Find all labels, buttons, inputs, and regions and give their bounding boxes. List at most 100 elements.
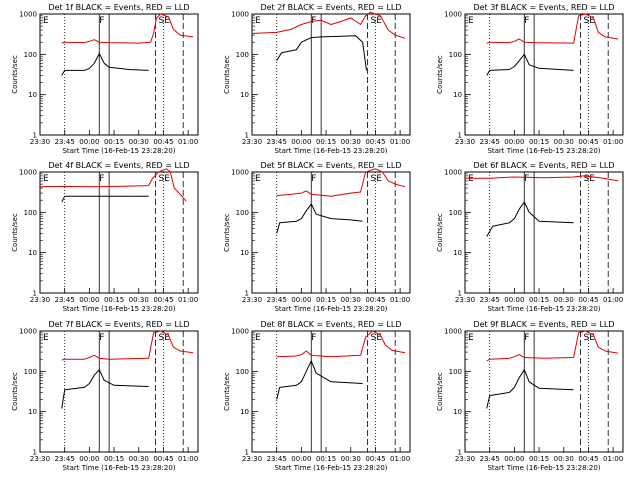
y-tick-label: 1000: [19, 169, 37, 177]
x-tick-label: 00:45: [153, 296, 173, 304]
y-tick-label: 1: [33, 449, 37, 457]
x-tick-label: 00:00: [291, 138, 311, 146]
event-label: F: [311, 174, 316, 184]
y-tick-label: 100: [449, 209, 462, 217]
lld-series-line: [61, 330, 194, 361]
plot-frame: [251, 171, 411, 294]
x-tick-label: 00:15: [104, 296, 124, 304]
x-tick-label: 23:45: [267, 455, 287, 463]
event-label: E: [43, 333, 49, 343]
y-tick-label: 100: [24, 51, 37, 59]
x-tick-label: 23:30: [242, 455, 262, 463]
x-tick-label: 01:00: [603, 455, 623, 463]
x-tick-label: 01:00: [603, 296, 623, 304]
x-tick-label: 00:00: [504, 455, 524, 463]
lld-series-line: [486, 330, 619, 362]
y-axis-label: Counts/sec: [11, 213, 19, 252]
x-axis-label: Start Time (16-Feb-15 23:28:20): [274, 147, 387, 155]
y-tick-label: 100: [236, 51, 249, 59]
event-label: E: [468, 333, 474, 343]
event-label: SE: [159, 333, 171, 343]
x-tick-label: 00:45: [153, 455, 173, 463]
y-tick-label: 1: [458, 449, 462, 457]
events-series-line: [486, 53, 574, 76]
y-tick-label: 10: [28, 408, 37, 416]
x-tick-label: 00:15: [529, 455, 549, 463]
x-tick-label: 23:45: [267, 138, 287, 146]
event-label: F: [99, 16, 104, 26]
x-tick-label: 00:00: [291, 455, 311, 463]
event-label: SE: [584, 333, 596, 343]
event-label: E: [255, 333, 261, 343]
y-tick-label: 10: [28, 249, 37, 257]
event-label: F: [99, 333, 104, 343]
y-axis-label: Counts/sec: [223, 55, 231, 94]
y-tick-label: 1: [245, 449, 249, 457]
plot-title: Det 1f BLACK = Events, RED = LLD: [48, 3, 189, 12]
x-axis-label: Start Time (16-Feb-15 23:28:20): [62, 305, 175, 313]
x-tick-label: 23:45: [480, 455, 500, 463]
x-tick-label: 01:00: [390, 138, 410, 146]
y-tick-label: 100: [236, 209, 249, 217]
plot-frame: [464, 330, 624, 453]
event-label: F: [524, 174, 529, 184]
plot-frame: [251, 330, 411, 453]
y-tick-label: 1000: [444, 328, 462, 336]
y-tick-label: 1000: [444, 11, 462, 19]
lld-series-line: [39, 168, 187, 202]
event-label: SE: [584, 16, 596, 26]
event-label: F: [524, 333, 529, 343]
x-tick-label: 23:45: [480, 296, 500, 304]
y-tick-label: 1: [245, 132, 249, 140]
plot-frame: [251, 13, 411, 136]
y-tick-label: 1: [458, 290, 462, 298]
x-tick-label: 00:15: [529, 296, 549, 304]
x-tick-label: 23:30: [30, 296, 50, 304]
x-tick-label: 23:30: [455, 138, 475, 146]
y-tick-label: 100: [24, 368, 37, 376]
x-tick-label: 00:00: [291, 296, 311, 304]
x-tick-label: 00:30: [341, 296, 361, 304]
x-tick-label: 00:00: [79, 455, 99, 463]
plot-title: Det 4f BLACK = Events, RED = LLD: [48, 161, 189, 170]
y-tick-label: 10: [453, 249, 462, 257]
lld-series-line: [251, 11, 406, 39]
lld-series-line: [465, 175, 619, 182]
lld-series-line: [276, 168, 406, 197]
lld-series-line: [276, 330, 406, 358]
x-tick-label: 00:15: [316, 138, 336, 146]
events-series-line: [486, 201, 574, 237]
event-label: E: [468, 16, 474, 26]
events-series-line: [61, 53, 149, 76]
event-label: SE: [159, 174, 171, 184]
plot-title: Det 5f BLACK = Events, RED = LLD: [260, 161, 401, 170]
events-series-line: [276, 35, 367, 71]
plot-title: Det 8f BLACK = Events, RED = LLD: [260, 320, 401, 329]
x-axis-label: Start Time (16-Feb-15 23:28:20): [487, 305, 600, 313]
y-axis-label: Counts/sec: [436, 372, 444, 411]
plot-title: Det 3f BLACK = Events, RED = LLD: [473, 3, 614, 12]
x-tick-label: 23:45: [55, 455, 75, 463]
event-label: SE: [371, 174, 383, 184]
y-tick-label: 100: [449, 368, 462, 376]
event-label: SE: [584, 174, 596, 184]
x-tick-label: 00:00: [79, 138, 99, 146]
x-axis-label: Start Time (16-Feb-15 23:28:20): [487, 147, 600, 155]
x-axis-label: Start Time (16-Feb-15 23:28:20): [487, 464, 600, 472]
x-tick-label: 23:45: [480, 138, 500, 146]
x-axis-label: Start Time (16-Feb-15 23:28:20): [62, 464, 175, 472]
y-axis-label: Counts/sec: [436, 55, 444, 94]
event-label: SE: [371, 16, 383, 26]
y-tick-label: 10: [453, 91, 462, 99]
event-label: E: [255, 16, 261, 26]
y-tick-label: 10: [240, 408, 249, 416]
y-tick-label: 1000: [444, 169, 462, 177]
x-tick-label: 23:30: [30, 455, 50, 463]
x-tick-label: 00:45: [365, 296, 385, 304]
y-tick-label: 1000: [19, 11, 37, 19]
x-tick-label: 00:45: [578, 296, 598, 304]
x-tick-label: 00:30: [341, 455, 361, 463]
x-tick-label: 01:00: [603, 138, 623, 146]
x-tick-label: 00:15: [316, 296, 336, 304]
